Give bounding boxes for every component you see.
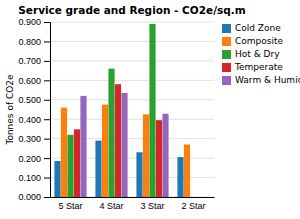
legend-label: Hot & Dry [235, 49, 280, 59]
tick: 0.300 [18, 134, 50, 144]
bar [115, 84, 121, 197]
bar [54, 161, 60, 197]
legend-swatch [222, 24, 231, 33]
legend-swatch [222, 37, 231, 46]
bar [190, 197, 196, 198]
legend-item: Warm & Humid [222, 75, 300, 85]
tick-mark [44, 197, 50, 198]
tick-label: 0.000 [18, 192, 41, 202]
tick-label: 0.900 [18, 17, 41, 27]
bar-series [80, 93, 168, 197]
tick: 0.500 [18, 95, 50, 105]
tick-label: 0.700 [18, 56, 41, 66]
bar [121, 93, 127, 197]
legend-item: Hot & Dry [222, 49, 280, 59]
tick-mark [44, 158, 50, 159]
legend-swatch [222, 50, 231, 59]
tick: 0.600 [18, 76, 50, 86]
tick: 3 Star [140, 201, 164, 211]
legend-label: Temperate [234, 62, 283, 72]
grid-line [50, 60, 214, 61]
y-axis-title: Tonnes of CO2e [5, 74, 15, 146]
tick-label: 0.100 [18, 173, 41, 183]
grid-line [50, 99, 214, 100]
bar [136, 152, 142, 197]
tick-mark [44, 61, 50, 62]
bars [54, 24, 190, 197]
title: Service grade and Region - CO2e/sq.m [18, 4, 245, 16]
x-axis: 5 Star 4 Star 3 Star 2 Star [51, 198, 215, 212]
chart: 0.000 0.100 0.200 0.300 0.400 0.500 0.600 0.700… [0, 0, 300, 219]
bar [95, 141, 101, 197]
tick-mark [44, 100, 50, 101]
plot: 0.000 0.100 0.200 0.300 0.400 0.500 0.600 0.700… [18, 17, 214, 211]
tick-mark [44, 22, 50, 23]
tick-label: 0.800 [18, 37, 41, 47]
bar [197, 197, 203, 198]
bar [67, 135, 73, 197]
bar [203, 197, 209, 198]
bar [177, 157, 183, 197]
legend: Cold Zone Composite Hot & Dry Temperate Warm… [222, 23, 300, 85]
tick-label: 0.400 [18, 115, 41, 125]
tick-label: 0.500 [18, 95, 41, 105]
tick-label: 0.200 [18, 153, 41, 163]
bar-series [67, 24, 155, 197]
grid-line [50, 119, 214, 120]
tick-mark [44, 119, 50, 120]
legend-item: Composite [222, 36, 283, 46]
bar [156, 120, 162, 197]
tick: 0.400 [18, 115, 50, 125]
tick-label: 5 Star [58, 201, 82, 211]
grid-line [50, 80, 214, 81]
tick: 0.100 [18, 173, 50, 183]
grid-line [50, 22, 214, 23]
bar [143, 114, 149, 197]
axis-line [44, 23, 51, 198]
tick-label: 4 Star [99, 201, 123, 211]
legend-item: Temperate [222, 62, 283, 72]
legend-item: Cold Zone [222, 23, 281, 33]
tick: 0.000 [18, 192, 50, 202]
tick-mark [44, 139, 50, 140]
grid [50, 22, 214, 197]
bar [102, 105, 108, 197]
tick-label: 0.600 [18, 76, 41, 86]
tick-label: 3 Star [140, 201, 164, 211]
tick-mark [44, 80, 50, 81]
tick: 5 Star [58, 201, 82, 211]
tick: 0.200 [18, 153, 50, 163]
grid-line [50, 41, 214, 42]
bar [80, 96, 86, 197]
bar-series [74, 84, 162, 197]
legend-label: Warm & Humid [235, 75, 300, 85]
y-axis: 0.000 0.100 0.200 0.300 0.400 0.500 0.600 0.700… [18, 17, 50, 202]
tick-label: 2 Star [181, 201, 205, 211]
axis-line [51, 197, 215, 198]
tick: 2 Star [181, 201, 205, 211]
tick: 0.800 [18, 37, 50, 47]
legend-swatch [222, 76, 231, 85]
bar [108, 69, 114, 197]
legend-label: Composite [235, 36, 283, 46]
tick-label: 0.300 [18, 134, 41, 144]
tick: 0.900 [18, 17, 50, 27]
legend-swatch [222, 63, 231, 72]
bar [162, 114, 168, 197]
bar [74, 129, 80, 197]
tick: 0.700 [18, 56, 50, 66]
bar [61, 108, 67, 197]
legend-label: Cold Zone [235, 23, 281, 33]
tick: 4 Star [99, 201, 123, 211]
tick-mark [44, 178, 50, 179]
tick-mark [44, 41, 50, 42]
bar [184, 145, 190, 198]
bar [149, 24, 155, 197]
